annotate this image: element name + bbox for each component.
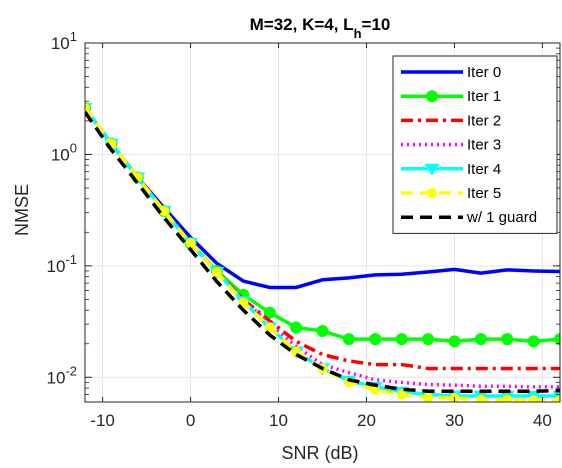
- series-6: [85, 111, 560, 393]
- legend-label: Iter 2: [467, 112, 501, 129]
- series-line: [85, 107, 560, 389]
- data-point: [527, 335, 540, 348]
- series-lines: [85, 102, 560, 402]
- legend-label: Iter 4: [467, 161, 501, 178]
- legend-label: w/ 1 guard: [466, 209, 537, 226]
- data-point: [185, 238, 196, 249]
- data-point: [501, 333, 514, 346]
- data-point: [342, 333, 355, 346]
- data-point: [422, 333, 435, 346]
- data-point: [528, 395, 539, 402]
- y-tick-label: 10-2: [47, 363, 77, 387]
- data-point: [264, 322, 275, 333]
- series-3: [85, 107, 560, 389]
- legend-label: Iter 5: [467, 185, 501, 202]
- plot-frame: [84, 42, 561, 403]
- data-point: [290, 321, 303, 334]
- y-tick-label: 101: [51, 29, 77, 53]
- data-point: [502, 394, 513, 402]
- data-point: [369, 333, 382, 346]
- legend-marker: [426, 90, 438, 103]
- data-point: [554, 333, 560, 346]
- data-point: [211, 267, 222, 278]
- x-tick-label: 10: [269, 411, 288, 430]
- data-point: [263, 306, 276, 319]
- x-tick-label: -10: [90, 411, 115, 430]
- legend: Iter 0 Iter 1 Iter 2 Iter 3 Iter 4 Iter 5 w/ 1…: [392, 55, 558, 234]
- x-tick-label: 0: [186, 411, 195, 430]
- x-axis-label: SNR (dB): [281, 443, 358, 463]
- x-tick-label: 40: [533, 411, 552, 430]
- legend-label: Iter 0: [467, 64, 501, 81]
- legend-label: Iter 3: [467, 137, 501, 154]
- data-point: [316, 325, 329, 338]
- data-point: [475, 394, 486, 402]
- chart-title: M=32, K=4, Lh=10: [250, 15, 391, 41]
- legend-marker: [427, 188, 437, 198]
- y-axis-label: NMSE: [12, 184, 32, 236]
- data-point: [448, 335, 461, 348]
- legend-marker: [424, 163, 440, 176]
- legend-label: Iter 1: [467, 88, 501, 105]
- data-point: [238, 297, 249, 308]
- axis-ticks: -10 0 10 20 30 40 101 100 10-1 10-2: [47, 29, 560, 430]
- x-tick-label: 20: [357, 411, 376, 430]
- x-tick-label: 30: [445, 411, 464, 430]
- data-point: [555, 395, 560, 402]
- y-tick-label: 10-1: [47, 252, 77, 276]
- series-line: [85, 111, 560, 393]
- data-point: [396, 389, 407, 400]
- data-point: [395, 333, 408, 346]
- data-point: [423, 392, 434, 402]
- data-point: [474, 333, 487, 346]
- data-point: [85, 103, 90, 114]
- y-tick-label: 100: [51, 140, 77, 164]
